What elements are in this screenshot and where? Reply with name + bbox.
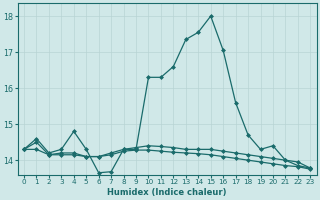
X-axis label: Humidex (Indice chaleur): Humidex (Indice chaleur) bbox=[108, 188, 227, 197]
